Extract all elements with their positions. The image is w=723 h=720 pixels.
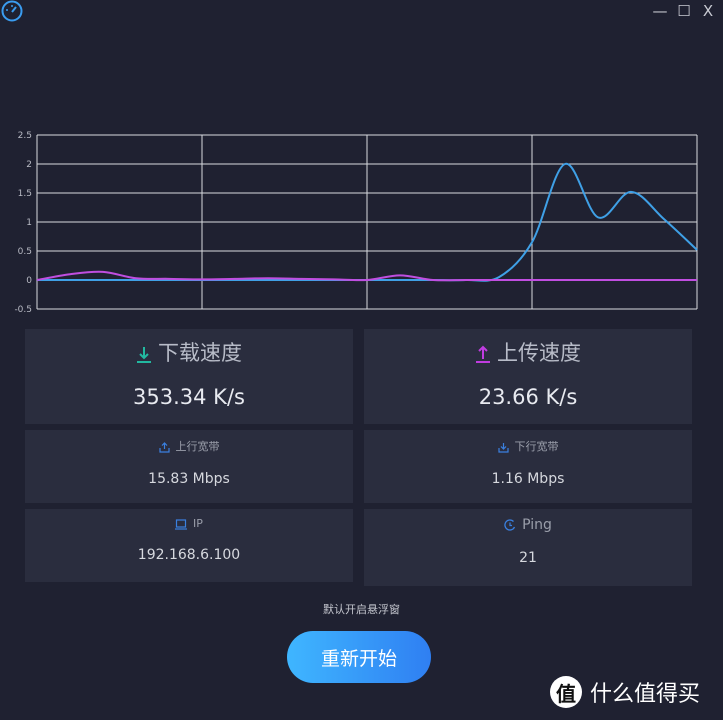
download-icon	[497, 442, 509, 453]
watermark: 值 什么值得买	[550, 676, 700, 708]
close-button[interactable]: X	[702, 2, 714, 20]
speed-chart: 2.5 2 1.5 1 0.5 0 -0.5	[14, 131, 698, 315]
y-tick-label: 1	[26, 218, 32, 228]
down-bandwidth-value: 1.16 Mbps	[491, 471, 565, 487]
ip-value: 192.168.6.100	[137, 547, 241, 563]
clock-icon	[504, 519, 516, 531]
download-speed-card: 下载速度 353.34 K/s	[25, 329, 353, 424]
ping-card: Ping 21	[364, 509, 692, 586]
ping-title: Ping	[522, 517, 552, 533]
floating-window-hint: 默认开启悬浮窗	[323, 603, 400, 616]
download-arrow-icon	[137, 347, 151, 363]
minimize-button[interactable]: —	[652, 2, 668, 20]
upload-value: 23.66 K/s	[478, 385, 578, 409]
y-tick-label: 0.5	[18, 247, 32, 257]
up-bandwidth-value: 15.83 Mbps	[148, 471, 230, 487]
upload-title: 上传速度	[497, 341, 581, 365]
speedometer-icon	[1, 0, 23, 22]
computer-icon	[175, 518, 188, 530]
download-value: 353.34 K/s	[133, 385, 245, 409]
maximize-button[interactable]: ☐	[677, 2, 691, 20]
upload-series-line	[36, 270, 697, 282]
up-bandwidth-card: 上行宽带 15.83 Mbps	[25, 430, 353, 503]
y-tick-label: 1.5	[18, 189, 32, 199]
y-tick-label: 2	[26, 160, 32, 170]
y-tick-label: -0.5	[14, 305, 32, 315]
watermark-text: 什么值得买	[590, 682, 701, 707]
up-bandwidth-title: 上行宽带	[175, 440, 220, 453]
y-tick-label: 2.5	[18, 131, 32, 141]
ip-card: IP 192.168.6.100	[25, 509, 353, 582]
watermark-logo: 值	[550, 676, 582, 708]
y-tick-label: 0	[26, 276, 32, 286]
download-title: 下载速度	[158, 341, 242, 365]
ping-value: 21	[519, 550, 537, 566]
down-bandwidth-card: 下行宽带 1.16 Mbps	[364, 430, 692, 503]
restart-button[interactable]: 重新开始	[287, 631, 431, 683]
down-bandwidth-title: 下行宽带	[514, 440, 559, 453]
ip-title: IP	[193, 517, 203, 530]
upload-icon	[158, 441, 170, 453]
upload-speed-card: 上传速度 23.66 K/s	[364, 329, 692, 424]
upload-arrow-icon	[476, 345, 490, 363]
